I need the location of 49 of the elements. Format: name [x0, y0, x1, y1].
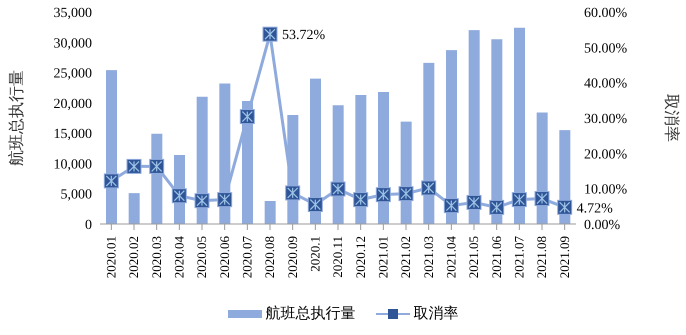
x-tick-label: 2020.12 [352, 236, 368, 278]
bar [468, 30, 480, 224]
x-tick-label: 2021.09 [556, 236, 572, 278]
y-tick-label: 15,000 [54, 127, 92, 142]
x-tick-label: 2021.02 [398, 236, 414, 278]
bar [446, 50, 457, 224]
bar [128, 193, 140, 224]
x-tick-label: 2020.11 [330, 236, 346, 278]
x-tick-label: 2020.08 [262, 236, 278, 278]
y2-tick-label: 30.00% [584, 112, 628, 127]
x-tick-label: 2020.04 [172, 236, 187, 278]
bar [491, 39, 502, 224]
y-tick-label: 25,000 [54, 66, 92, 82]
y-tick-label: 10,000 [54, 157, 92, 172]
x-tick-label: 2021.03 [420, 236, 436, 278]
y2-tick-label: 10.00% [584, 182, 628, 198]
x-tick-label: 2020.1 [308, 236, 323, 272]
y2-tick-label: 0.00% [584, 218, 620, 233]
x-tick-label: 2021.08 [534, 236, 550, 278]
x-tick-label: 2021.06 [488, 236, 504, 278]
data-label: 4.72% [576, 201, 614, 216]
y-tick-label: 0 [85, 218, 92, 233]
bar [106, 70, 117, 224]
y-axis-title: 航班总执行量 [8, 70, 26, 166]
bar [514, 28, 525, 224]
y-tick-label: 30,000 [54, 36, 92, 52]
x-tick-label: 2020.02 [126, 236, 142, 278]
y2-tick-label: 60.00% [584, 6, 628, 21]
bar [264, 200, 276, 224]
x-tick-label: 2020.07 [240, 236, 255, 278]
x-tick-label: 2020.01 [104, 236, 119, 278]
y-tick-label: 20,000 [54, 96, 92, 112]
y2-tick-label: 20.00% [584, 147, 628, 162]
x-tick-label: 2021.04 [444, 236, 459, 278]
x-tick-label: 2020.06 [216, 236, 232, 278]
x-tick-label: 2020.09 [284, 236, 300, 278]
x-tick-label: 2021.01 [376, 236, 391, 278]
y-tick-label: 5,000 [60, 188, 92, 203]
y2-axis-title: 取消率 [662, 94, 680, 142]
x-tick-label: 2020.03 [148, 236, 164, 278]
data-label: 53.72% [282, 28, 326, 44]
x-tick-label: 2021.07 [512, 236, 527, 278]
x-tick-label: 2020.05 [194, 236, 210, 278]
y-tick-label: 35,000 [54, 6, 92, 21]
y2-tick-label: 50.00% [584, 41, 628, 56]
legend-label: 航班总执行量 [266, 304, 356, 323]
y2-tick-label: 40.00% [584, 76, 628, 92]
legend-label: 取消率 [414, 304, 458, 323]
x-tick-label: 2021.05 [466, 236, 482, 278]
